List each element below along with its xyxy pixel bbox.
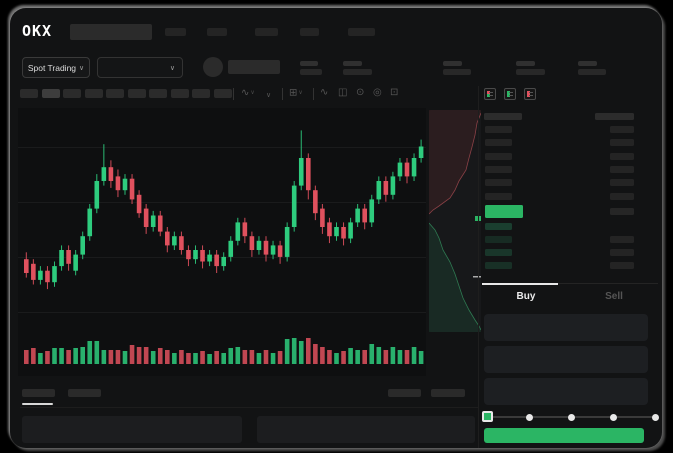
interval-button-3[interactable] [84,89,103,98]
active-bottom-tab-indicator [22,403,53,405]
toolbar-divider [233,88,234,100]
slider-stop-1[interactable] [525,413,533,421]
ask-amount-2[interactable] [610,152,634,160]
indicator-icon[interactable]: ∿ [320,87,329,98]
pair-selector-dropdown[interactable]: ∨ [97,57,183,78]
price-chart[interactable] [18,108,426,376]
order-input-0[interactable] [484,314,648,341]
interval-button-8[interactable] [192,89,210,98]
settings-icon[interactable]: ◎ [373,87,382,98]
camera-icon[interactable]: ⊙ [356,87,365,98]
chevron-down-icon: ∨ [298,90,303,96]
orderbook-view-asks-icon[interactable] [524,88,536,100]
slider-stop-3[interactable] [609,413,617,421]
last-price-amount[interactable] [610,208,634,215]
order-input-1[interactable] [484,346,648,373]
draw-tools-icon[interactable]: ◫ [338,87,348,98]
bid-price-3[interactable] [485,262,512,269]
ask-price-4[interactable] [485,179,512,187]
okx-logo[interactable]: OKX [22,22,53,40]
toolbar-divider [313,88,314,100]
nav-item-placeholder-0[interactable] [165,28,186,36]
ask-price-1[interactable] [485,139,512,147]
ask-price-2[interactable] [485,152,512,160]
last-price-badge[interactable] [485,205,523,218]
ask-price-0[interactable] [485,126,512,133]
slider-handle[interactable] [482,411,493,422]
bid-amount-1[interactable] [610,236,634,243]
ask-amount-3[interactable] [610,165,634,173]
bid-price-2[interactable] [485,249,512,256]
orderbook-view-all-icon[interactable] [484,88,496,100]
market-type-selector[interactable]: Spot Trading ∨ [22,57,90,78]
order-input-2[interactable] [484,378,648,405]
ask-price-3[interactable] [485,165,512,173]
bid-price-0[interactable] [485,223,512,230]
tab-buy[interactable]: Buy [516,291,536,302]
nav-item-placeholder-3[interactable] [300,28,319,36]
fullscreen-icon[interactable]: ⊡ [390,87,399,98]
coin-icon-placeholder [203,57,223,77]
ask-amount-0[interactable] [610,126,634,133]
depth-chart[interactable] [428,110,482,332]
order-panel: Buy Sell [482,86,659,448]
compare-icon[interactable]: ⊞∨ [289,87,303,99]
stat-label-placeholder-2 [443,61,462,66]
nav-item-placeholder-4[interactable] [348,28,375,36]
orderbook-header-amount[interactable] [595,113,634,120]
toolbar-divider [282,88,283,100]
chevron-down-icon: ∨ [250,90,255,96]
bid-amount-3[interactable] [610,262,634,269]
interval-button-6[interactable] [149,89,167,98]
bottom-action-1[interactable] [431,389,465,397]
interval-button-7[interactable] [170,89,189,98]
stat-label-placeholder-1 [343,61,362,66]
bid-price-1[interactable] [485,236,512,243]
orderbook-header-price[interactable] [484,113,522,120]
interval-button-0[interactable] [20,89,38,98]
slider-stop-2[interactable] [567,413,575,421]
ask-price-5[interactable] [485,192,512,200]
interval-button-2[interactable] [63,89,81,98]
ask-amount-5[interactable] [610,192,634,200]
chevron-down-icon: ∨ [169,65,175,72]
buy-submit-button[interactable] [484,428,644,443]
order-side-tabs: Buy Sell [482,283,658,309]
brand-placeholder [70,24,152,40]
candle-type-icon[interactable]: ∿∨ [241,87,255,99]
interval-button-1[interactable] [41,89,60,98]
nav-item-placeholder-1[interactable] [207,28,227,36]
interval-button-4[interactable] [106,89,124,98]
orderbook-view-bids-icon[interactable] [504,88,516,100]
chevron-down-icon: ∨ [79,64,85,72]
active-tab-indicator [482,283,558,285]
stat-value-placeholder-0 [300,69,322,75]
nav-item-placeholder-2[interactable] [255,28,278,36]
stat-label-placeholder-3 [516,61,535,66]
ask-amount-1[interactable] [610,139,634,147]
divider [20,407,478,408]
bid-amount-2[interactable] [610,249,634,256]
divider [478,86,479,448]
app-window: OKX Spot Trading ∨ ∨ ∿∨ ∨ ⊞∨ ∿ ◫ ⊙ ◎ ⊡ [10,8,662,448]
stat-value-placeholder-3 [516,69,545,75]
ask-amount-4[interactable] [610,179,634,187]
stat-value-placeholder-1 [343,69,372,75]
bottom-tab-0[interactable] [22,389,55,397]
interval-button-9[interactable] [213,89,232,98]
stat-value-placeholder-4 [578,69,606,75]
chevron-down-icon[interactable]: ∨ [266,92,272,99]
bottom-panel-0 [22,416,242,443]
bottom-panel-1 [257,416,475,443]
stat-value-placeholder-2 [443,69,471,75]
tab-sell[interactable]: Sell [605,291,623,302]
interval-button-5[interactable] [127,89,146,98]
bottom-tab-1[interactable] [68,389,101,397]
pair-name-placeholder [228,60,280,74]
slider-stop-4[interactable] [651,413,659,421]
market-type-label: Spot Trading [27,62,77,73]
stat-label-placeholder-4 [578,61,597,66]
bottom-action-0[interactable] [388,389,421,397]
stat-label-placeholder-0 [300,61,318,66]
